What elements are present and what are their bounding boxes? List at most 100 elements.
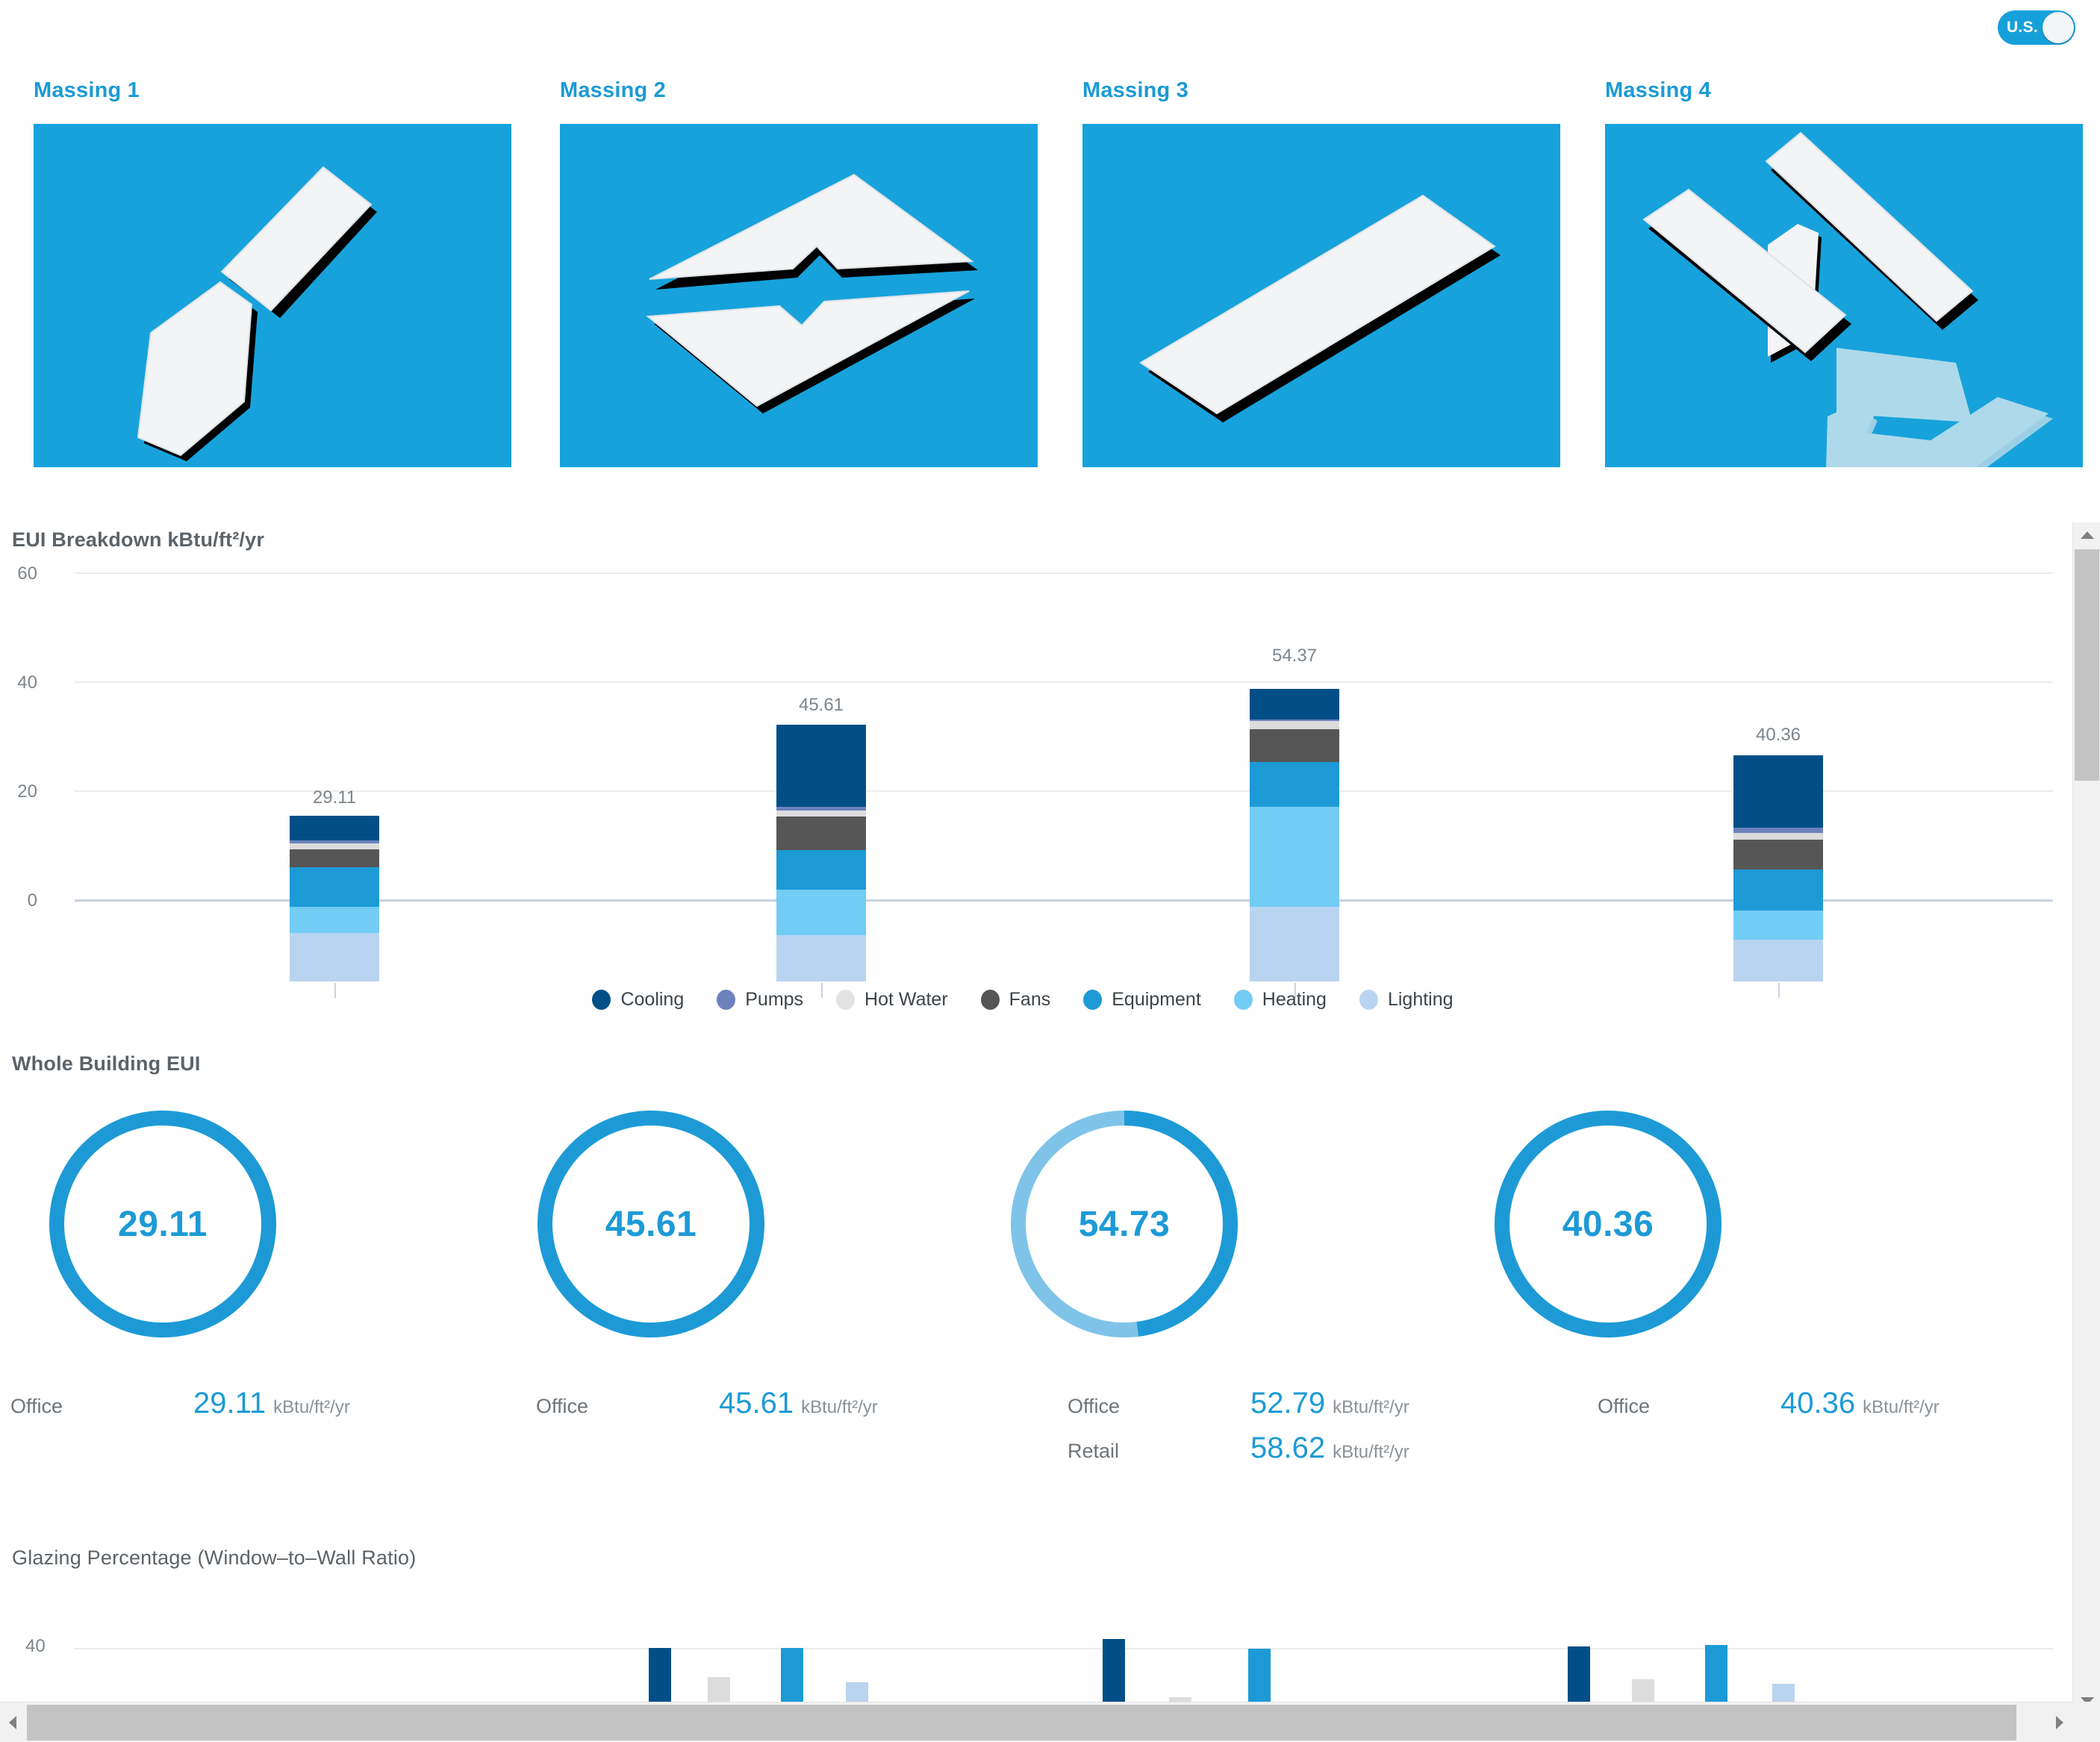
bar-segment-cooling[interactable] (1250, 689, 1339, 719)
bar-segment-cooling[interactable] (776, 725, 866, 807)
use-row: Office 40.36 kBtu/ft²/yr (1598, 1387, 1939, 1432)
bar-segment-fans[interactable] (1250, 729, 1339, 762)
scrollbar-corner (2072, 1702, 2100, 1742)
bar-segment-heating[interactable] (1733, 911, 1823, 940)
bar-total-label-4: 40.36 (1755, 725, 1801, 745)
bar-segment-pumps[interactable] (776, 807, 866, 811)
scroll-down-button[interactable] (2073, 1688, 2100, 1714)
bar-group-massing-2[interactable]: 45.61 (776, 644, 866, 998)
massing-shape-4-icon (1642, 131, 2053, 467)
unit-system-toggle[interactable]: U.S. (1998, 10, 2075, 45)
bar-segment-equipment[interactable] (290, 867, 379, 907)
glazing-bar[interactable] (1772, 1684, 1795, 1702)
glazing-bar[interactable] (846, 1682, 868, 1702)
glazing-bar[interactable] (649, 1648, 671, 1702)
horizontal-scrollbar[interactable] (0, 1702, 2072, 1742)
vertical-scrollbar[interactable] (2072, 522, 2100, 1714)
bar-segment-lighting[interactable] (1250, 907, 1339, 981)
horizontal-scrollbar-thumb[interactable] (27, 1705, 2016, 1741)
glazing-bar[interactable] (781, 1648, 803, 1702)
donut-massing-2[interactable]: 45.61 (532, 1105, 770, 1343)
donut-massing-4[interactable]: 40.36 (1489, 1105, 1727, 1343)
glazing-bar[interactable] (1632, 1679, 1654, 1702)
use-unit: kBtu/ft²/yr (273, 1397, 350, 1417)
legend-label-hot-water: Hot Water (864, 989, 948, 1010)
bar-group-massing-1[interactable]: 29.11 (290, 644, 379, 998)
legend-swatch-lighting-icon (1359, 990, 1378, 1010)
glazing-bar[interactable] (1103, 1639, 1125, 1702)
bar-segment-cooling[interactable] (290, 816, 379, 840)
bar-segment-lighting[interactable] (776, 935, 866, 981)
massing-thumbnail-2[interactable] (560, 124, 1038, 467)
massing-thumbnail-3[interactable] (1082, 124, 1560, 467)
massing-card-3[interactable]: Massing 3 (1082, 78, 1560, 467)
legend-item-lighting[interactable]: Lighting (1359, 989, 1454, 1011)
use-unit: kBtu/ft²/yr (1333, 1397, 1409, 1417)
bar-segment-equipment[interactable] (1250, 762, 1339, 807)
bar-segment-equipment[interactable] (776, 850, 866, 890)
bar-segment-heating[interactable] (290, 907, 379, 933)
scroll-right-button[interactable] (2047, 1702, 2072, 1742)
scroll-up-button[interactable] (2073, 522, 2100, 548)
massing-card-4[interactable]: Massing 4 (1605, 78, 2083, 467)
bar-segment-pumps[interactable] (1733, 828, 1823, 833)
massing-thumbnail-4[interactable] (1605, 124, 2083, 467)
bar-segment-hot-water[interactable] (776, 811, 866, 817)
glazing-bar[interactable] (1169, 1697, 1191, 1702)
bar-segment-pumps[interactable] (1250, 719, 1339, 721)
legend-label-cooling: Cooling (620, 989, 685, 1010)
donut-value-2: 45.61 (605, 1204, 697, 1244)
bar-segment-heating[interactable] (776, 890, 866, 935)
use-name: Office (1598, 1395, 1651, 1417)
bar-segment-fans[interactable] (1733, 840, 1823, 870)
massing-card-2[interactable]: Massing 2 (560, 78, 1038, 467)
legend-item-equipment[interactable]: Equipment (1083, 989, 1201, 1011)
legend-label-equipment: Equipment (1112, 989, 1201, 1010)
donut-value-1: 29.11 (118, 1204, 208, 1244)
bar-stack-4 (1733, 755, 1823, 981)
massing-card-1[interactable]: Massing 1 (34, 78, 511, 467)
bar-segment-lighting[interactable] (290, 933, 379, 981)
unit-toggle-knob[interactable] (2043, 12, 2074, 43)
ytick-40: 40 (17, 672, 37, 693)
use-value: 58.62 (1250, 1432, 1326, 1464)
bar-segment-pumps[interactable] (290, 840, 379, 843)
donut-massing-1[interactable]: 29.11 (43, 1105, 282, 1343)
triangle-up-icon (2080, 531, 2094, 539)
legend-swatch-equipment-icon (1083, 990, 1103, 1010)
legend-item-heating[interactable]: Heating (1233, 989, 1327, 1011)
glazing-bar[interactable] (1568, 1646, 1590, 1702)
donut-value-3: 54.73 (1078, 1204, 1171, 1244)
legend-item-fans[interactable]: Fans (980, 989, 1050, 1011)
bar-segment-fans[interactable] (290, 849, 379, 867)
vertical-scrollbar-thumb[interactable] (2075, 549, 2099, 781)
bar-segment-hot-water[interactable] (290, 843, 379, 849)
massing-thumbnail-row: Massing 1 Massing 2 (0, 78, 2083, 504)
triangle-right-icon (2056, 1716, 2063, 1729)
bar-segment-fans[interactable] (776, 817, 866, 850)
legend-item-cooling[interactable]: Cooling (592, 989, 684, 1011)
legend-item-pumps[interactable]: Pumps (717, 989, 803, 1011)
massing-thumbnail-1[interactable] (34, 124, 511, 467)
bar-segment-hot-water[interactable] (1733, 833, 1823, 840)
bar-segment-cooling[interactable] (1733, 755, 1823, 828)
glazing-bar[interactable] (708, 1677, 730, 1702)
scroll-left-button[interactable] (0, 1702, 25, 1742)
bar-segment-heating[interactable] (1250, 807, 1339, 907)
use-name: Retail (1068, 1440, 1120, 1462)
use-block-massing-3: Office 52.79 kBtu/ft²/yr Retail 58.62 kB… (1068, 1387, 1409, 1476)
glazing-bar[interactable] (1705, 1645, 1727, 1702)
xaxis-tick-1 (334, 983, 336, 998)
bar-segment-lighting[interactable] (1733, 940, 1823, 981)
donut-massing-3[interactable]: 54.73 (1005, 1105, 1244, 1343)
glazing-percentage-chart: 40 (0, 1605, 2053, 1702)
dashboard-scroll-area: EUI Breakdown kBtu/ft²/yr 60 40 20 0 29.… (0, 522, 2100, 1742)
bar-group-massing-3[interactable]: 54.37 (1250, 644, 1339, 998)
bar-segment-equipment[interactable] (1733, 870, 1823, 911)
bar-group-massing-4[interactable]: 40.36 (1733, 644, 1823, 998)
glazing-bar[interactable] (1248, 1649, 1271, 1702)
use-block-massing-1: Office 29.11 kBtu/ft²/yr (10, 1387, 350, 1432)
legend-item-hot-water[interactable]: Hot Water (836, 989, 948, 1011)
bar-segment-hot-water[interactable] (1250, 721, 1339, 729)
